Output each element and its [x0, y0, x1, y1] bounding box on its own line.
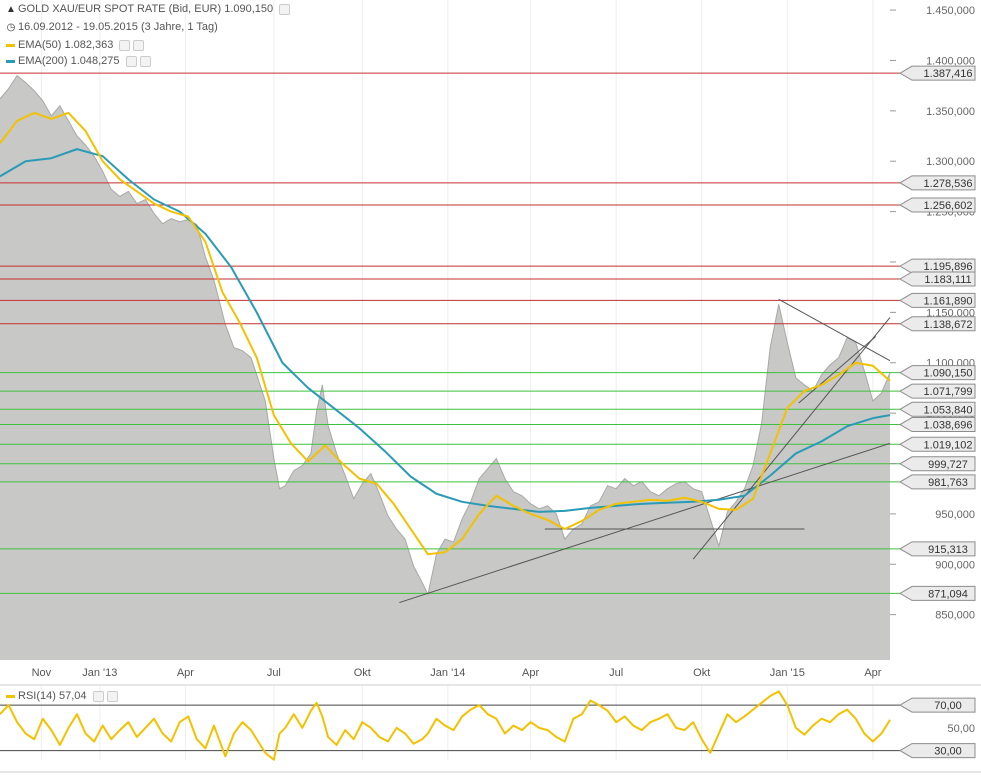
x-axis: Nov Jan '13 Apr Jul Okt Jan '14 Apr Jul Okt Jan '… — [32, 667, 882, 679]
level-value-label: 1.019,102 — [924, 439, 973, 451]
level-value-label: 871,094 — [928, 588, 968, 600]
x-tick-label: Okt — [693, 667, 710, 679]
level-value-label: 1.161,890 — [924, 295, 973, 307]
level-value-tag — [899, 585, 976, 601]
ema50-value: 1.082,363 — [64, 39, 114, 51]
level-labels: 1.387,416 1.278,536 1.256,602 1.195,8961.18… — [899, 65, 976, 601]
mountain-chart-icon: ▲ — [6, 4, 16, 15]
x-tick-label: Nov — [32, 667, 52, 679]
level-value-tag — [899, 316, 976, 332]
level-value-label: 1.183,111 — [924, 274, 971, 286]
level-value-tag — [899, 456, 976, 472]
trendline — [399, 442, 891, 604]
level-value-tag — [899, 292, 976, 308]
ema-lines — [0, 111, 891, 556]
level-value-tag — [899, 65, 976, 81]
ema200-value: 1.048,275 — [70, 55, 120, 67]
trendline — [778, 298, 891, 362]
ema50-swatch — [6, 43, 15, 47]
level-value-tag — [899, 401, 976, 417]
rsi-label: RSI(14) — [18, 690, 56, 702]
ema50-legend: EMA(50) 1.082,363 — [6, 39, 145, 51]
level-value-tag — [899, 541, 976, 557]
x-tick-label: Jul — [267, 667, 281, 679]
level-value-label: 999,727 — [928, 459, 968, 471]
level-value-label: 1.256,602 — [924, 200, 973, 212]
level-value-tag — [899, 197, 976, 213]
level-value-label: 1.053,840 — [924, 404, 973, 416]
level-value-tag — [899, 417, 976, 433]
x-tick-label: Jan '15 — [770, 667, 805, 679]
x-tick-label: Jan '14 — [430, 667, 465, 679]
trendline — [798, 336, 877, 404]
level-value-tag — [899, 271, 976, 287]
ema200-close-icon[interactable] — [139, 55, 151, 67]
x-tick-label: Okt — [354, 667, 371, 679]
clock-icon: ◷ — [6, 22, 16, 33]
rsi-value: 57,04 — [58, 690, 87, 702]
y-tick-label: 850,000 — [935, 610, 975, 622]
level-value-label: 981,763 — [928, 477, 968, 489]
rsi-legend: RSI(14) 57,04 — [6, 690, 118, 702]
ema200-legend: EMA(200) 1.048,275 — [6, 55, 151, 67]
rsi-close-icon[interactable] — [106, 690, 118, 702]
rsi-swatch — [6, 694, 15, 698]
x-tick-label: Jul — [609, 667, 623, 679]
ema200-label: EMA(200) — [18, 55, 68, 67]
level-value-tag — [899, 383, 976, 399]
period-legend: ◷ 16.09.2012 - 19.05.2015 (3 Jahre, 1 Tag… — [6, 21, 218, 33]
level-value-label: 1.138,672 — [924, 319, 973, 331]
rsi-tick-label: 30,00 — [934, 746, 962, 758]
level-value-tag — [899, 365, 976, 381]
ema200-settings-icon[interactable] — [125, 55, 137, 67]
level-value-label: 1.090,150 — [924, 368, 973, 380]
y-tick-label: 1.300,000 — [926, 156, 975, 168]
level-value-tag — [899, 474, 976, 490]
ema50-settings-icon[interactable] — [119, 39, 131, 51]
ema50-label: EMA(50) — [18, 39, 62, 51]
ema200-line — [0, 148, 891, 513]
level-value-label: 1.387,416 — [924, 68, 973, 80]
y-tick-label: 950,000 — [935, 509, 975, 521]
level-value-label: 1.071,799 — [924, 386, 973, 398]
y-tick-label: 900,000 — [935, 559, 975, 571]
y-tick-label: 1.400,000 — [926, 55, 975, 67]
period-text: 16.09.2012 - 19.05.2015 (3 Jahre, 1 Tag) — [18, 21, 218, 33]
instrument-legend: ▲ GOLD XAU/EUR SPOT RATE (Bid, EUR) 1.090… — [6, 3, 291, 15]
ema50-line — [0, 111, 891, 556]
y-tick-label: 1.450,000 — [926, 5, 975, 17]
x-tick-label: Apr — [864, 667, 881, 679]
rsi-settings-icon[interactable] — [92, 690, 104, 702]
level-value-label: 915,313 — [928, 544, 968, 556]
price-area-fill — [0, 75, 890, 661]
rsi-level-tag — [899, 697, 976, 713]
settings-gear-icon[interactable] — [279, 3, 291, 15]
rsi-level-tag — [899, 743, 976, 759]
ema200-swatch — [6, 59, 15, 63]
y-axis: 1.450,000 1.400,000 1.350,000 1.300,000 1.25… — [890, 5, 975, 622]
x-tick-label: Apr — [177, 667, 194, 679]
level-value-label: 1.195,896 — [924, 261, 973, 273]
rsi-line — [0, 690, 891, 761]
rsi-tick-label: 50,00 — [947, 723, 975, 735]
rsi-tick-label: 70,00 — [934, 700, 962, 712]
trendlines — [399, 298, 891, 604]
trendline — [692, 317, 891, 560]
x-tick-label: Apr — [522, 667, 539, 679]
level-value-label: 1.038,696 — [924, 420, 973, 432]
level-value-tag — [899, 436, 976, 452]
level-value-tag — [899, 258, 976, 274]
level-value-label: 1.278,536 — [924, 178, 973, 190]
instrument-last-value: 1.090,150 — [224, 3, 274, 15]
y-tick-label: 1.350,000 — [926, 106, 975, 118]
x-tick-label: Jan '13 — [82, 667, 117, 679]
instrument-name: GOLD XAU/EUR SPOT RATE (Bid, EUR) — [18, 3, 222, 15]
ema50-close-icon[interactable] — [133, 39, 145, 51]
rsi-panel: 70,00 50,00 30,00 — [0, 684, 981, 773]
level-value-tag — [899, 175, 976, 191]
